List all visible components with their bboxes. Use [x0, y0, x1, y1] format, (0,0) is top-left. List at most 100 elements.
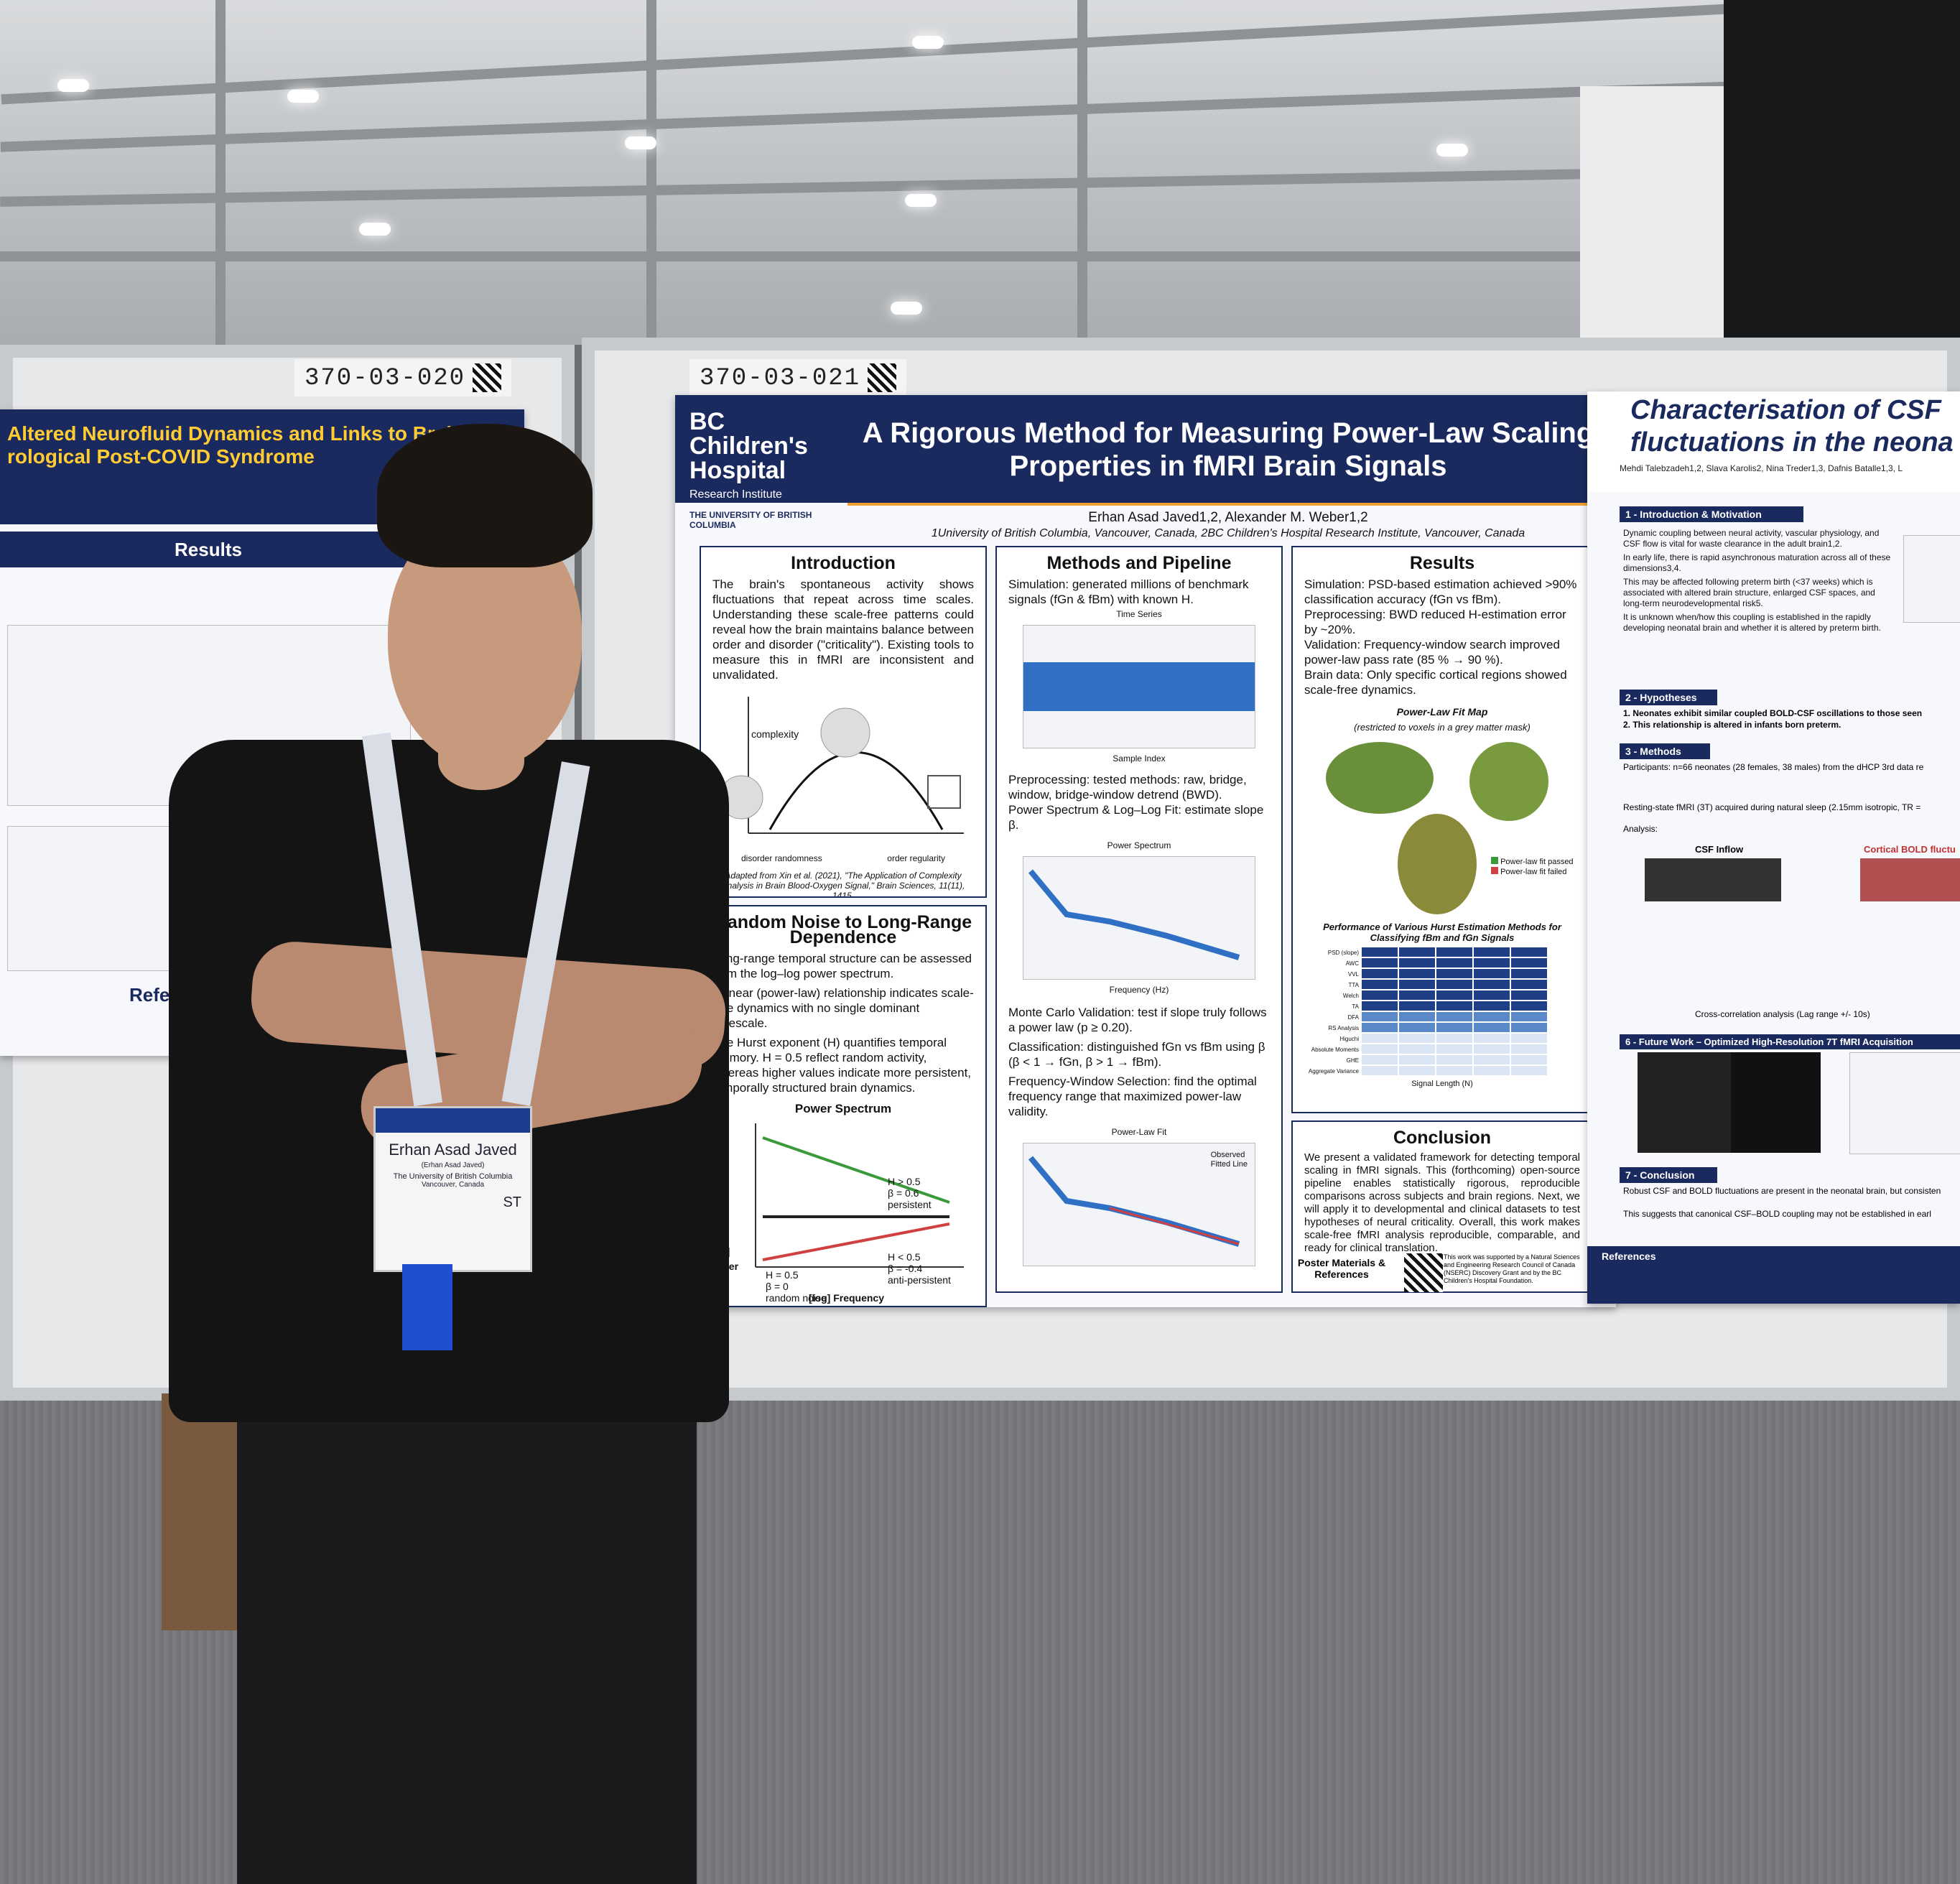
- right-section-7: 7 - Conclusion: [1620, 1167, 1717, 1183]
- power-spectrum-title: Power Spectrum: [794, 1102, 892, 1115]
- right-poster-title: Characterisation of CSF: [1630, 395, 1941, 425]
- power-spectrum-plot-title: Power Spectrum: [1107, 840, 1171, 850]
- person-hair: [377, 424, 593, 567]
- person-pants: [237, 1350, 697, 1884]
- csf-inflow-images: [1645, 858, 1781, 901]
- qr-code-icon: [1404, 1253, 1443, 1292]
- heatmap-row-label: VVL: [1347, 971, 1359, 978]
- right-s2-b1: 1. Neonates exhibit similar coupled BOLD…: [1623, 708, 1923, 718]
- heatmap-cell: [1362, 969, 1398, 978]
- power-law-fit-plot: Observed Fitted Line: [1023, 1143, 1255, 1266]
- right-s3-b2: Resting-state fMRI (3T) acquired during …: [1623, 802, 1921, 812]
- persistent-label: H > 0.5 β = 0.6 persistent: [888, 1176, 932, 1210]
- right-references: References: [1602, 1250, 1656, 1262]
- center-poster-header: BC Children's Hospital Research Institut…: [675, 395, 1616, 503]
- heatmap-cell: [1436, 958, 1472, 967]
- person-neck: [438, 733, 524, 790]
- heatmap-cell: [1474, 1066, 1510, 1075]
- heatmap-cell: [1399, 980, 1435, 989]
- brain-axial: [1398, 814, 1477, 914]
- heatmap-row-label: DFA: [1347, 1014, 1359, 1021]
- heatmap-cell: [1511, 958, 1547, 967]
- intro-caption: Adapted from Xin et al. (2021), "The App…: [721, 871, 965, 898]
- results-preprocessing: Preprocessing: BWD reduced H-estimation …: [1304, 608, 1566, 636]
- heatmap-cell: [1399, 990, 1435, 1000]
- cross-correlation-label: Cross-correlation analysis (Lag range +/…: [1695, 1009, 1870, 1019]
- complexity-axis-label: complexity: [751, 728, 799, 740]
- future-image-2: [1731, 1052, 1821, 1153]
- right-section-6: 6 - Future Work – Optimized High-Resolut…: [1620, 1034, 1960, 1049]
- methods-window: Frequency-Window Selection: find the opt…: [1008, 1075, 1257, 1118]
- heatmap-cell: [1436, 1001, 1472, 1011]
- center-authors: Erhan Asad Javed1,2, Alexander M. Weber1…: [1088, 510, 1368, 525]
- poster-materials-label: Poster Materials & References: [1297, 1257, 1386, 1280]
- heatmap-cell: [1399, 1066, 1435, 1075]
- heatmap-cell: [1436, 990, 1472, 1000]
- intro-text: The brain's spontaneous activity shows f…: [712, 577, 974, 682]
- brain-map: Power-law fit passed Power-law fit faile…: [1304, 735, 1580, 914]
- ubc-logo: THE UNIVERSITY OF BRITISH COLUMBIA: [689, 510, 812, 530]
- fit-map-subtitle: (restricted to voxels in a grey matter m…: [1354, 722, 1531, 733]
- fit-legend-observed: Observed: [1210, 1151, 1245, 1159]
- heatmap-cell: [1399, 958, 1435, 967]
- dark-panel: [1724, 0, 1960, 345]
- center-poster: BC Children's Hospital Research Institut…: [675, 395, 1616, 1307]
- heatmap-cell: [1362, 958, 1398, 967]
- right-intro-plot: [1903, 535, 1960, 623]
- badge-city: Vancouver, Canada: [421, 1181, 485, 1189]
- heatmap-cell: [1436, 1055, 1472, 1064]
- qr-code-icon: [473, 363, 502, 392]
- intro-panel: Introduction The brain's spontaneous act…: [700, 546, 987, 898]
- time-series-xlabel: Sample Index: [1113, 753, 1166, 764]
- heatmap-cell: [1511, 947, 1547, 957]
- right-section-1: 1 - Introduction & Motivation: [1620, 506, 1803, 522]
- badge-sub: (Erhan Asad Javed): [421, 1161, 485, 1169]
- heatmap-cell: [1362, 980, 1398, 989]
- power-law-fit-title: Power-Law Fit: [1111, 1127, 1167, 1137]
- right-s2-b2: 2. This relationship is altered in infan…: [1623, 720, 1841, 730]
- heatmap-row-label: Absolute Moments: [1311, 1047, 1359, 1053]
- heatmap-cell: [1474, 980, 1510, 989]
- conclusion-text: We present a validated framework for det…: [1304, 1151, 1580, 1254]
- time-series-title: Time Series: [1116, 609, 1162, 619]
- heatmap-cell: [1399, 1001, 1435, 1011]
- heatmap-row-label: AWC: [1345, 960, 1359, 967]
- badge-name: Erhan Asad Javed: [389, 1141, 517, 1159]
- heatmap-cell: [1474, 1012, 1510, 1021]
- random-noise-panel: Random Noise to Long-Range Dependence Lo…: [700, 905, 987, 1307]
- fit-map-title: Power-Law Fit Map: [1396, 706, 1488, 718]
- heatmap-row-label: Aggregate Variance: [1308, 1068, 1359, 1075]
- methods-monte-carlo: Monte Carlo Validation: test if slope tr…: [1008, 1006, 1267, 1034]
- random-noise-p2: A linear (power-law) relationship indica…: [712, 986, 974, 1030]
- heatmap-cell: [1362, 947, 1398, 957]
- right-s1-b1: Dynamic coupling between neural activity…: [1623, 528, 1880, 549]
- name-badge: Erhan Asad Javed (Erhan Asad Javed) The …: [373, 1106, 532, 1272]
- heatmap-cell: [1511, 1023, 1547, 1032]
- results-simulation: Simulation: PSD-based estimation achieve…: [1304, 577, 1577, 606]
- heatmap-row-label: Welch: [1342, 993, 1359, 999]
- heatmap-cell: [1362, 1055, 1398, 1064]
- heatmap-cell: [1436, 947, 1472, 957]
- heatmap-cell: [1362, 990, 1398, 1000]
- heatmap-row-label: TA: [1352, 1003, 1359, 1010]
- heatmap-cell: [1436, 969, 1472, 978]
- badge-ribbon: [402, 1264, 452, 1350]
- badge-code: ST: [503, 1194, 521, 1210]
- hurst-spectrum-figure: [755, 1123, 964, 1268]
- heatmap-cell: [1474, 1001, 1510, 1011]
- heatmap-cell: [1474, 990, 1510, 1000]
- complexity-figure: [719, 697, 964, 834]
- conclusion-panel: Conclusion We present a validated framew…: [1291, 1120, 1593, 1293]
- heatmap-row-label: Higuchi: [1339, 1036, 1359, 1042]
- right-poster-title-2: fluctuations in the neona: [1630, 427, 1954, 458]
- heatmap-cell: [1511, 1066, 1547, 1075]
- right-section-2: 2 - Hypotheses: [1620, 690, 1717, 705]
- methods-panel: Methods and Pipeline Simulation: generat…: [995, 546, 1283, 1293]
- heatmap-cell: [1474, 1034, 1510, 1043]
- center-poster-title: A Rigorous Method for Measuring Power-La…: [862, 417, 1594, 482]
- results-panel: Results Simulation: PSD-based estimation…: [1291, 546, 1593, 1113]
- hurst-heatmap: PSD (slope) AWC VVL TTA Welch TA DFA RS Analysi…: [1309, 947, 1548, 1077]
- right-s7-b2: This suggests that canonical CSF–BOLD co…: [1623, 1209, 1931, 1219]
- qr-code-icon: [868, 363, 897, 392]
- cortical-bold-label: Cortical BOLD fluctu: [1864, 844, 1956, 855]
